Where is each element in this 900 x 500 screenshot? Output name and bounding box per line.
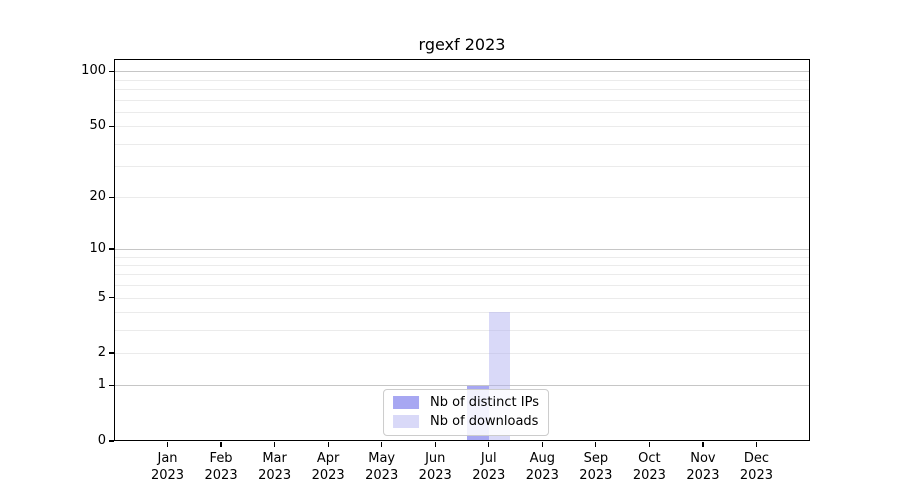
legend: Nb of distinct IPs Nb of downloads (383, 389, 549, 436)
y-tick-50 (109, 125, 114, 127)
y-tick-2 (109, 352, 114, 354)
y-tick-1 (109, 384, 114, 387)
y-tick-0 (109, 440, 114, 442)
minor-gridline-3 (114, 329, 810, 331)
x-tick-label-jun: Jun 2023 (419, 450, 452, 484)
y-tick-5 (109, 296, 114, 299)
x-tick-year: 2023 (418, 468, 452, 483)
legend-item-distinct-ips: Nb of distinct IPs (393, 395, 539, 410)
x-tick-label-dec: Dec 2023 (740, 450, 773, 484)
x-tick-year: 2023 (472, 468, 506, 483)
minor-gridline-6 (114, 285, 810, 287)
minor-gridline-70 (114, 99, 810, 101)
x-tick-label-jul: Jul 2023 (472, 450, 505, 484)
y-tick-100 (109, 70, 114, 73)
x-tick-month: Feb (209, 451, 233, 466)
x-tick-month: Mar (262, 451, 287, 466)
chart-title: rgexf 2023 (418, 35, 506, 54)
x-tick-year: 2023 (365, 468, 399, 483)
minor-gridline-9 (114, 256, 810, 258)
minor-gridline-80 (114, 89, 810, 91)
x-tick-sep (595, 442, 597, 447)
minor-gridline-20 (114, 197, 810, 199)
x-tick-month: Sep (583, 451, 609, 466)
minor-gridline-50 (114, 126, 810, 128)
x-tick-label-nov: Nov 2023 (686, 450, 719, 484)
x-tick-label-sep: Sep 2023 (579, 450, 612, 484)
minor-gridline-2 (114, 353, 810, 355)
legend-label-distinct-ips: Nb of distinct IPs (430, 395, 539, 410)
x-tick-year: 2023 (150, 468, 185, 483)
minor-gridline-4 (114, 312, 810, 314)
x-tick-label-feb: Feb 2023 (205, 450, 238, 484)
y-tick-10 (109, 248, 114, 250)
legend-label-downloads: Nb of downloads (430, 414, 539, 429)
x-tick-year: 2023 (258, 468, 292, 483)
x-tick-year: 2023 (739, 468, 773, 483)
y-tick-label-20: 20 (89, 189, 106, 205)
minor-gridline-8 (114, 265, 810, 267)
x-tick-month: Oct (638, 451, 661, 466)
x-tick-label-may: May 2023 (365, 450, 398, 484)
minor-gridline-60 (114, 111, 810, 113)
x-tick-feb (220, 442, 222, 447)
x-tick-month: Jan (157, 451, 178, 466)
y-tick-label-5: 5 (97, 289, 106, 305)
x-tick-label-oct: Oct 2023 (633, 450, 666, 484)
minor-gridline-90 (114, 79, 810, 81)
x-tick-year: 2023 (686, 468, 720, 483)
x-tick-year: 2023 (579, 468, 613, 483)
y-tick-label-100: 100 (81, 63, 106, 79)
y-tick-label-2: 2 (97, 345, 106, 361)
minor-gridline-30 (114, 166, 810, 168)
legend-swatch-distinct-ips (393, 396, 420, 409)
x-tick-year: 2023 (204, 468, 238, 483)
y-tick-label-50: 50 (89, 118, 106, 134)
minor-gridline-7 (114, 274, 810, 276)
x-tick-year: 2023 (525, 468, 559, 483)
axes-border (114, 59, 810, 441)
x-tick-nov (702, 442, 704, 447)
x-tick-label-jan: Jan 2023 (151, 450, 184, 484)
x-tick-month: Nov (690, 451, 716, 466)
minor-gridline-5 (114, 297, 810, 299)
x-tick-apr (327, 442, 329, 447)
x-tick-month: Dec (743, 451, 770, 466)
minor-gridline-40 (114, 143, 810, 145)
x-tick-month: Jun (425, 451, 446, 466)
y-tick-label-0: 0 (97, 433, 106, 448)
legend-swatch-downloads (393, 415, 420, 428)
x-tick-mar (274, 442, 276, 447)
x-tick-jan (166, 442, 169, 447)
x-tick-dec (755, 442, 758, 447)
x-tick-month: Aug (529, 451, 555, 466)
y-tick-label-1: 1 (97, 377, 106, 393)
x-tick-month: Apr (316, 451, 340, 466)
x-tick-aug (541, 442, 543, 447)
plot-area: Nb of distinct IPs Nb of downloads (114, 59, 810, 441)
x-tick-oct (648, 442, 650, 447)
legend-item-downloads: Nb of downloads (393, 414, 539, 429)
y-tick-20 (109, 196, 114, 198)
x-tick-month: Jul (480, 451, 497, 466)
x-tick-label-aug: Aug 2023 (526, 450, 559, 484)
major-gridline-100 (114, 71, 810, 73)
x-tick-label-apr: Apr 2023 (312, 450, 345, 484)
x-tick-label-mar: Mar 2023 (258, 450, 291, 484)
x-tick-jun (434, 442, 436, 447)
y-tick-label-10: 10 (89, 240, 106, 256)
x-tick-year: 2023 (632, 468, 666, 483)
x-tick-may (381, 442, 383, 447)
x-tick-jul (488, 442, 490, 447)
x-tick-year: 2023 (311, 468, 345, 483)
x-tick-month: May (368, 451, 396, 466)
major-gridline-10 (114, 248, 810, 250)
major-gridline-1 (114, 385, 810, 387)
